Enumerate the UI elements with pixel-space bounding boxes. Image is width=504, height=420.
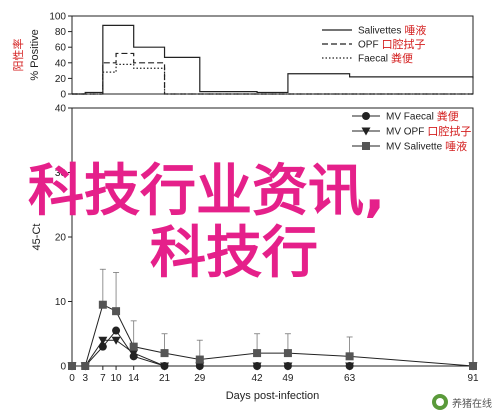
series-line-opf <box>72 52 473 95</box>
legend-label-cn: 唾液 <box>404 23 426 37</box>
x-tick-label: 29 <box>194 373 206 384</box>
legend-label-salivettes: Salivettes <box>358 26 401 37</box>
legend-label-mv-opf: MV OPF <box>386 127 424 138</box>
x-axis-title: Days post-infection <box>226 390 320 402</box>
x-tick-label: 49 <box>282 373 294 384</box>
series-line-salivettes <box>72 24 474 95</box>
x-tick-label: 0 <box>69 373 75 384</box>
data-point-mv-salivette <box>81 362 90 370</box>
overlay-headline: 科技行业资讯, <box>28 159 385 224</box>
top-chart-panel: 0 20 40 60 80 100 % Positive 阳性率 Salivettes 唾液 OPF… <box>11 12 474 101</box>
legend-label-mv-faecal: MV Faecal <box>386 112 434 123</box>
overlay-subheadline: 科技行 <box>150 221 318 286</box>
data-point-mv-salivette <box>195 355 204 364</box>
legend-label-opf: OPF <box>358 40 379 51</box>
data-point-mv-opf <box>252 362 262 371</box>
legend-label-cn: 粪便 <box>437 109 459 123</box>
y-tick-label: 40 <box>55 104 67 115</box>
legend-marker-mv-salivette <box>362 142 370 150</box>
data-point-mv-salivette <box>68 362 76 370</box>
data-point-mv-faecal <box>98 342 107 351</box>
data-point-mv-salivette <box>469 362 477 370</box>
legend-label-cn: 粪便 <box>391 51 413 65</box>
x-tick-label: 10 <box>111 373 123 384</box>
y-tick-label: 30 <box>55 168 67 179</box>
y-tick-label: 60 <box>55 43 67 54</box>
legend-label-cn: 唾液 <box>445 139 467 153</box>
pig-logo-icon <box>432 394 448 410</box>
legend-label-cn: 口腔拭子 <box>427 124 471 138</box>
y-tick-label: 0 <box>60 90 66 101</box>
y-tick-label: 0 <box>60 362 66 373</box>
y-tick-label: 100 <box>49 12 66 23</box>
legend-marker-mv-faecal <box>362 112 370 120</box>
data-point-mv-salivette <box>345 352 354 361</box>
y-tick-label: 80 <box>55 27 67 38</box>
y-axis-title: % Positive <box>29 29 41 80</box>
y-tick-label: 40 <box>55 58 67 69</box>
data-point-mv-faecal <box>112 326 121 335</box>
y-axis-title-cn: 阳性率 <box>11 39 25 72</box>
y-axis-title: 45-Ct <box>31 224 43 251</box>
series-line-faecal <box>72 63 473 95</box>
x-tick-label: 7 <box>100 373 106 384</box>
data-point-mv-salivette <box>160 349 169 358</box>
x-tick-label: 3 <box>82 373 88 384</box>
legend-label-cn: 口腔拭子 <box>382 37 426 51</box>
x-tick-label: 42 <box>252 373 264 384</box>
y-tick-label: 20 <box>55 233 67 244</box>
legend-label-faecal: Faecal <box>358 54 388 65</box>
data-point-mv-salivette <box>98 300 107 309</box>
legend-marker-mv-opf <box>361 127 371 136</box>
data-point-mv-opf <box>98 336 108 345</box>
watermark: 养猪在线 <box>428 392 496 412</box>
data-point-mv-salivette <box>129 342 138 351</box>
data-point-mv-opf <box>345 362 355 371</box>
data-point-mv-opf <box>283 362 293 371</box>
data-point-mv-opf <box>195 362 205 371</box>
data-point-mv-salivette <box>112 307 121 316</box>
data-point-mv-opf <box>160 362 170 371</box>
data-point-mv-opf <box>111 336 121 345</box>
y-tick-label: 10 <box>55 297 67 308</box>
data-point-mv-salivette <box>253 349 262 358</box>
x-tick-label: 21 <box>159 373 171 384</box>
x-tick-label: 63 <box>344 373 356 384</box>
x-tick-label: 14 <box>128 373 140 384</box>
data-point-mv-salivette <box>283 349 292 358</box>
data-point-mv-opf <box>129 349 139 358</box>
y-tick-label: 20 <box>55 74 67 85</box>
x-tick-label: 91 <box>467 373 479 384</box>
legend-label-mv-salivette: MV Salivette <box>386 142 443 153</box>
watermark-text: 养猪在线 <box>452 398 492 410</box>
